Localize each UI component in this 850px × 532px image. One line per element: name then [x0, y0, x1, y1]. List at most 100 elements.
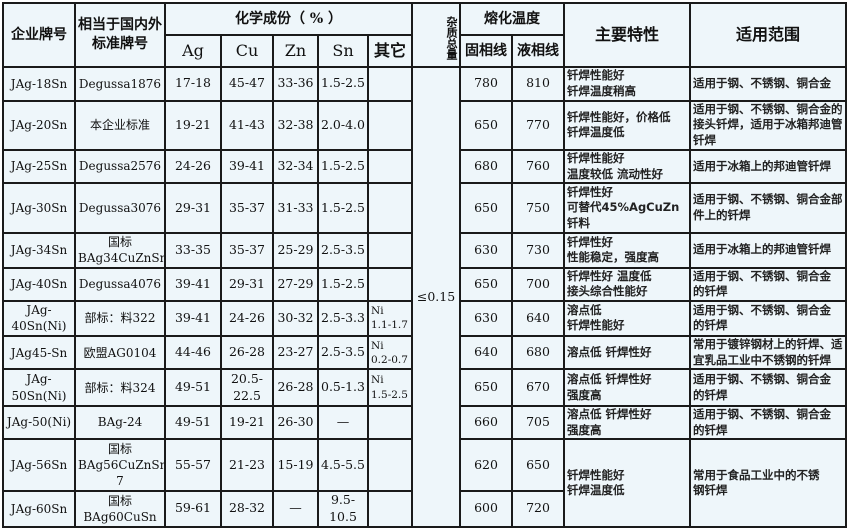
header-cu: Cu [220, 34, 274, 68]
cu-cell: 35-37 [220, 231, 274, 269]
cu-cell: 28-32 [220, 489, 274, 529]
application-cell: 适用于冰箱上的邦迪管钎焊 [689, 231, 848, 269]
standard-cell: 部标：料324 [74, 368, 166, 407]
grade-cell: JAg-40Sn [2, 266, 76, 303]
solidus-cell: 650 [459, 266, 514, 303]
grade-cell: JAg-50Sn(Ni) [2, 368, 76, 407]
zn-cell: 30-32 [272, 300, 319, 337]
cu-cell: 20.5-22.5 [220, 368, 274, 407]
ag-cell: 33-35 [164, 231, 222, 269]
other-cell [366, 66, 414, 102]
sn-cell: 4.5-5.5 [317, 438, 369, 492]
other-cell [366, 148, 414, 185]
zn-cell: — [272, 489, 319, 529]
table-row: JAg-60Sn 国标BAg60CuSn 59-61 28-32—9.5-10.5 60… [2, 489, 846, 529]
header-zn: Zn [272, 34, 319, 68]
standard-cell: 本企业标准 [74, 99, 166, 151]
cu-cell: 39-41 [220, 148, 274, 185]
properties-cell: 钎焊性好 可替代45%AgCuZn钎料 [563, 182, 692, 234]
solidus-cell: 630 [459, 300, 514, 337]
grade-cell: JAg-25Sn [2, 148, 76, 185]
standard-cell: Degussa4076 [74, 266, 166, 303]
application-cell: 适用于钢、不锈钢、铜合金 [689, 66, 848, 102]
solidus-cell: 780 [459, 66, 514, 102]
liquidus-cell: 680 [511, 334, 566, 371]
cu-cell: 35-37 [220, 182, 274, 234]
properties-cell: 溶点低 钎焊性能好 [563, 300, 692, 337]
cu-cell: 26-28 [220, 334, 274, 371]
grade-cell: JAg-18Sn [2, 66, 76, 102]
application-cell: 适用于钢、不锈钢、铜合金的接头钎焊，适用于冰箱邦迪管钎焊 [689, 99, 848, 151]
header-composition: 化学成份（ % ） [163, 2, 414, 36]
standard-cell: 部标：料322 [74, 300, 166, 337]
liquidus-cell: 770 [511, 99, 566, 151]
ag-cell: 29-31 [164, 182, 222, 234]
solidus-cell: 660 [459, 404, 514, 441]
table-body: JAg-18Sn Degussa1876 17-18 45-47 33-36 1.5-2.… [2, 66, 848, 529]
sn-cell: 2.5-3.5 [317, 231, 369, 269]
zn-cell: 26-28 [272, 368, 319, 407]
solidus-cell: 630 [459, 231, 514, 269]
other-cell: Ni 1.5-2.5 [366, 368, 414, 407]
ag-cell: 17-18 [164, 66, 222, 102]
sn-cell: 2.5-3.3 [317, 300, 369, 337]
application-cell: 适用于冰箱上的邦迪管钎焊 [689, 148, 848, 185]
grade-cell: JAg-60Sn [2, 489, 76, 529]
header-sn: Sn [317, 34, 369, 68]
cu-cell: 41-43 [220, 99, 274, 151]
zn-cell: 25-29 [272, 231, 319, 269]
properties-cell: 溶点低 钎焊性好 [563, 334, 692, 371]
solidus-cell: 620 [459, 438, 514, 492]
grade-cell: JAg-56Sn [2, 438, 76, 492]
table-row: JAg-25Sn Degussa2576 24-26 39-41 32-34 1.5-2.… [2, 148, 848, 185]
liquidus-cell: 670 [511, 368, 566, 407]
header-grade: 企业牌号 [2, 2, 76, 68]
liquidus-cell: 650 [511, 438, 566, 492]
sn-cell: 1.5-2.5 [317, 266, 369, 303]
sn-cell: 1.5-2.5 [317, 148, 369, 185]
ag-cell: 19-21 [164, 99, 222, 151]
properties-cell: 溶点低 钎焊性好 强度高 [563, 404, 692, 441]
header-melting-temp: 熔化温度 [459, 2, 566, 36]
header-solidus: 固相线 [459, 34, 514, 68]
standard-cell: 国标BAg34CuZnSn [74, 231, 166, 269]
sn-cell: 1.5-2.5 [317, 66, 369, 102]
properties-cell: 钎焊性能好 温度较低 流动性好 [563, 148, 692, 185]
sn-cell: 0.5-1.3 [317, 368, 369, 407]
cu-cell: 29-31 [220, 266, 274, 303]
zn-cell: 26-30 [272, 404, 319, 441]
zn-cell: 15-19 [272, 438, 319, 492]
ag-cell: 59-61 [164, 489, 222, 529]
table-row: JAg-18Sn Degussa1876 17-18 45-47 33-36 1.5-2.… [2, 66, 848, 528]
grade-cell: JAg-34Sn [2, 231, 76, 269]
properties-cell: 钎焊性好 性能稳定，强度高 [563, 231, 692, 269]
header-liquidus: 液相线 [511, 34, 566, 68]
table-row: JAg-40Sn Degussa4076 39-41 29-31 27-29 1.5-2.… [2, 266, 848, 303]
header-application: 适用范围 [689, 2, 848, 68]
other-cell [366, 438, 414, 492]
other-cell: Ni 1.1-1.7 [366, 300, 414, 337]
zn-cell: 27-29 [272, 266, 319, 303]
table-row: JAg-34Sn 国标BAg34CuZnSn 33-35 35-37 25-29 2.5-… [2, 231, 848, 269]
liquidus-cell: 700 [511, 266, 566, 303]
cu-cell: 24-26 [220, 300, 274, 337]
cu-cell: 19-21 [220, 404, 274, 441]
application-cell: 适用于钢、不锈钢、铜合金 的钎焊 [689, 404, 848, 441]
solidus-cell: 650 [459, 99, 514, 151]
other-cell [366, 231, 414, 269]
other-cell [366, 182, 414, 234]
other-cell [366, 99, 414, 151]
grade-cell: JAg-20Sn [2, 99, 76, 151]
solidus-cell: 640 [459, 334, 514, 371]
zn-cell: 31-33 [272, 182, 319, 234]
standard-cell: Degussa2576 [74, 148, 166, 185]
liquidus-cell: 705 [511, 404, 566, 441]
zn-cell: 32-34 [272, 148, 319, 185]
liquidus-cell: 750 [511, 182, 566, 234]
table-row: JAg-20Sn 本企业标准 19-21 41-43 32-38 2.0-4.0 650 77… [2, 99, 848, 151]
cu-cell: 21-23 [220, 438, 274, 492]
grade-cell: JAg-50(Ni) [2, 404, 76, 441]
other-cell [366, 489, 414, 529]
liquidus-cell: 720 [511, 489, 566, 529]
